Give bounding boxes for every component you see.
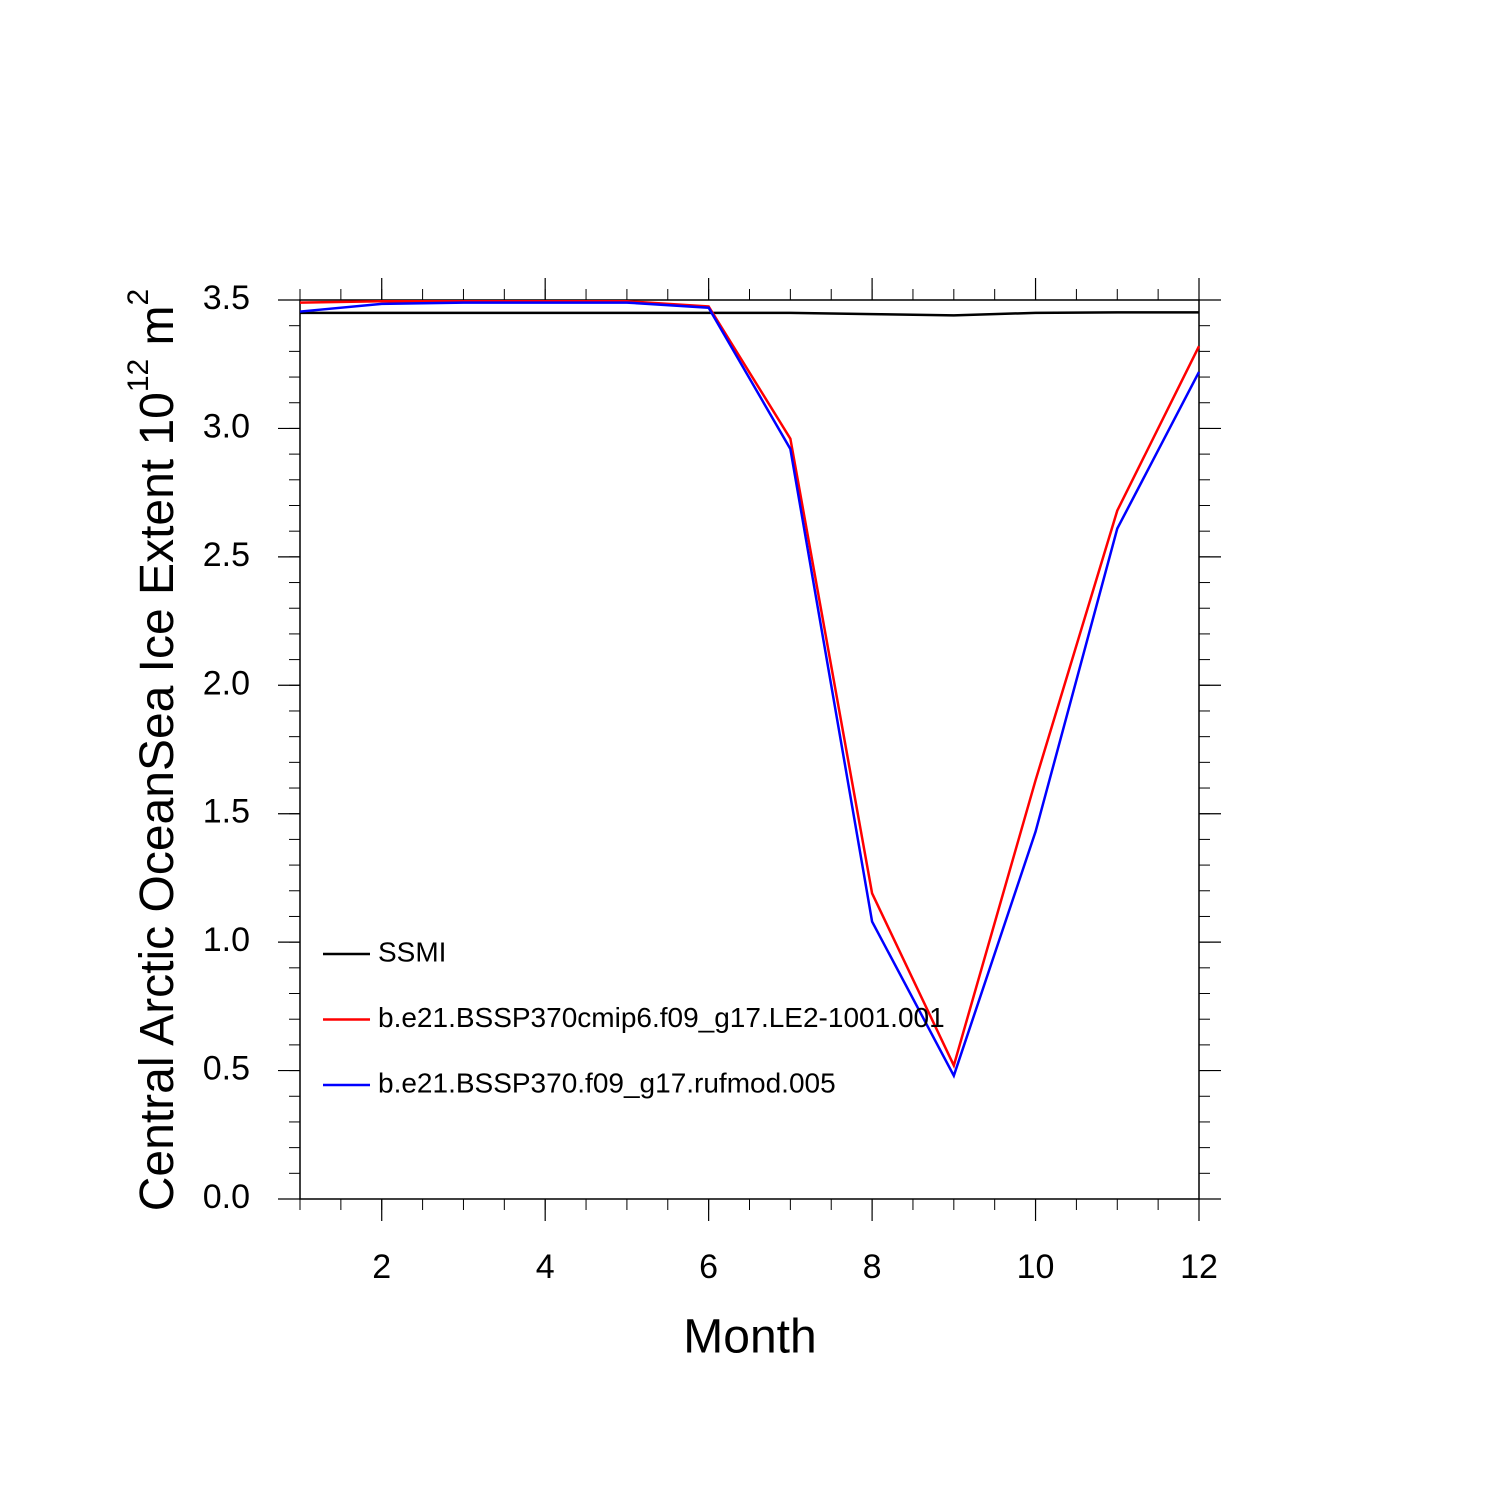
y-label-exp: 12	[122, 359, 155, 392]
y-tick-label: 0.5	[203, 1050, 250, 1088]
y-tick-label: 2.0	[203, 664, 250, 702]
y-label-text: Central Arctic OceanSea Ice Extent 10	[131, 392, 184, 1211]
x-axis-label: Month	[683, 1311, 816, 1364]
y-tick-label: 3.0	[203, 407, 250, 445]
y-tick-label: 3.5	[203, 279, 250, 317]
x-tick-label: 8	[863, 1248, 882, 1286]
legend-label: b.e21.BSSP370cmip6.f09_g17.LE2-1001.001	[378, 1002, 945, 1033]
x-tick-label: 10	[1017, 1248, 1055, 1286]
x-tick-label: 4	[536, 1248, 555, 1286]
y-tick-label: 1.0	[203, 921, 250, 959]
x-tick-label: 12	[1180, 1248, 1218, 1286]
plot-frame	[299, 299, 1200, 1200]
legend-label: SSMI	[378, 936, 446, 967]
y-axis-label: Central Arctic OceanSea Ice Extent 1012 …	[122, 289, 184, 1211]
x-tick-label: 6	[699, 1248, 718, 1286]
series-line	[299, 301, 1201, 1079]
x-tick-label: 2	[372, 1248, 391, 1286]
y-label-unit-exp: 2	[122, 289, 155, 306]
y-tick-label: 0.0	[203, 1178, 250, 1216]
y-tick-label: 1.5	[203, 793, 250, 831]
series-line	[300, 311, 1199, 317]
series-line	[299, 300, 1201, 1069]
y-label-unit: m	[131, 305, 184, 358]
y-tick-label: 2.5	[203, 536, 250, 574]
legend-label: b.e21.BSSP370.f09_g17.rufmod.005	[378, 1067, 836, 1098]
